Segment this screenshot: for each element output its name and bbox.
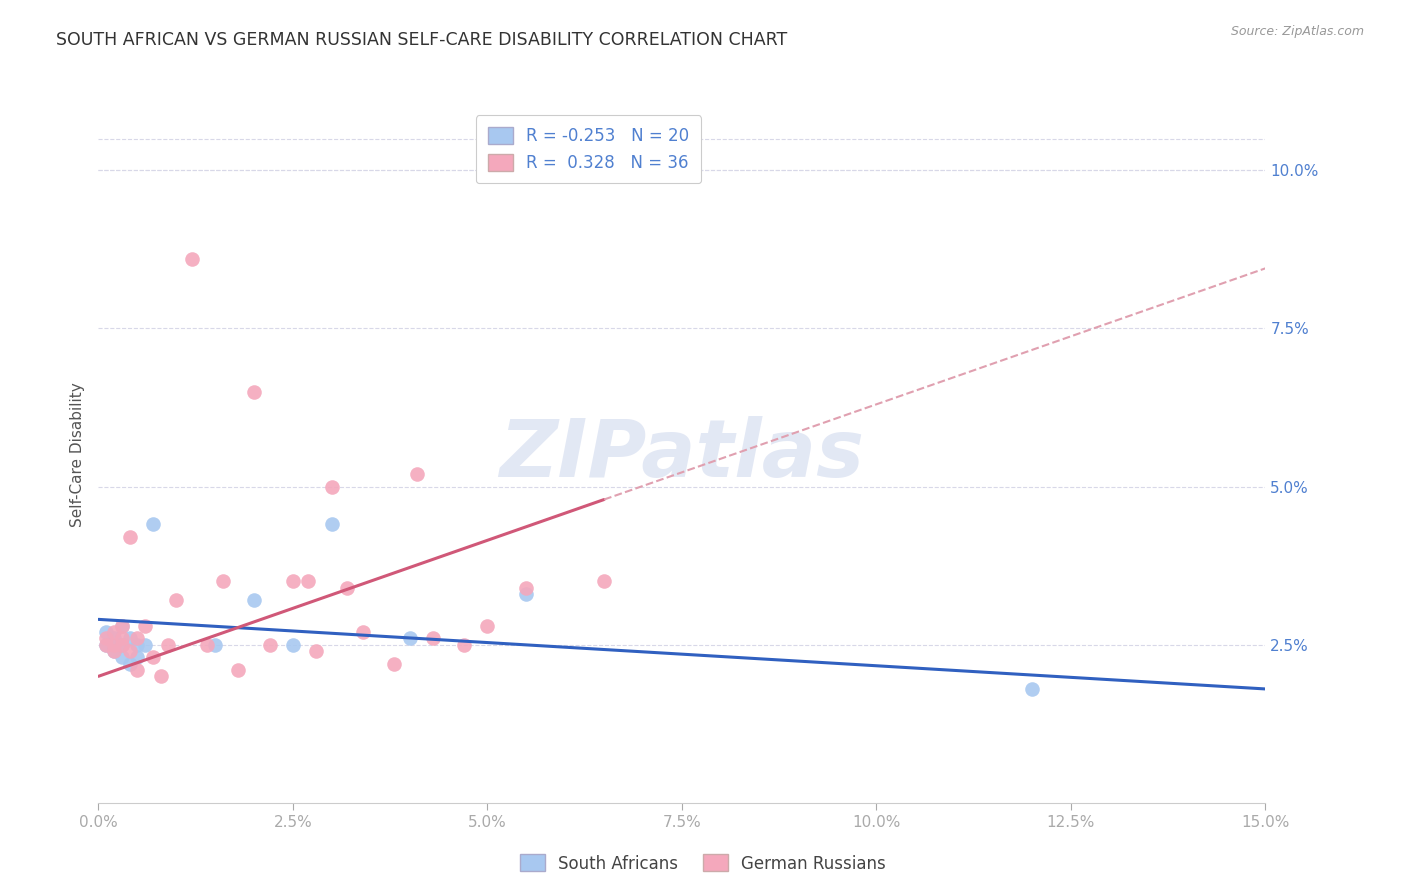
Legend: R = -0.253   N = 20, R =  0.328   N = 36: R = -0.253 N = 20, R = 0.328 N = 36 [477, 115, 702, 184]
Point [127, 663, 149, 677]
Point [406, 467, 429, 481]
Point [127, 632, 149, 646]
Point [118, 657, 141, 671]
Point [111, 638, 134, 652]
Point [111, 618, 134, 632]
Point [382, 657, 405, 671]
Point [243, 384, 266, 399]
Point [398, 632, 420, 646]
Point [422, 632, 444, 646]
Point [157, 638, 180, 652]
Point [149, 669, 172, 683]
Point [118, 530, 141, 544]
Point [96, 638, 118, 652]
Point [165, 593, 187, 607]
Text: SOUTH AFRICAN VS GERMAN RUSSIAN SELF-CARE DISABILITY CORRELATION CHART: SOUTH AFRICAN VS GERMAN RUSSIAN SELF-CAR… [56, 31, 787, 49]
Point [1021, 681, 1043, 696]
Legend: South Africans, German Russians: South Africans, German Russians [513, 847, 893, 880]
Point [111, 618, 134, 632]
Point [118, 632, 141, 646]
Point [103, 644, 125, 658]
Point [243, 593, 266, 607]
Point [103, 638, 125, 652]
Point [180, 252, 202, 266]
Point [453, 638, 475, 652]
Point [134, 618, 156, 632]
Point [96, 632, 118, 646]
Point [281, 574, 304, 589]
Text: ZIPatlas: ZIPatlas [499, 416, 865, 494]
Point [127, 650, 149, 665]
Point [321, 479, 343, 493]
Point [281, 638, 304, 652]
Point [118, 644, 141, 658]
Point [212, 574, 235, 589]
Point [352, 625, 374, 640]
Point [111, 650, 134, 665]
Point [321, 517, 343, 532]
Point [103, 625, 125, 640]
Point [111, 638, 134, 652]
Point [593, 574, 616, 589]
Point [103, 644, 125, 658]
Point [134, 638, 156, 652]
Point [515, 587, 537, 601]
Point [142, 517, 165, 532]
Point [259, 638, 281, 652]
Point [142, 650, 165, 665]
Point [111, 632, 134, 646]
Point [96, 625, 118, 640]
Point [515, 581, 537, 595]
Point [195, 638, 218, 652]
Point [297, 574, 319, 589]
Point [204, 638, 226, 652]
Point [96, 638, 118, 652]
Point [228, 663, 250, 677]
Point [336, 581, 359, 595]
Point [477, 618, 499, 632]
Point [103, 632, 125, 646]
Point [305, 644, 328, 658]
Point [127, 638, 149, 652]
Text: Source: ZipAtlas.com: Source: ZipAtlas.com [1230, 25, 1364, 38]
Y-axis label: Self-Care Disability: Self-Care Disability [69, 383, 84, 527]
